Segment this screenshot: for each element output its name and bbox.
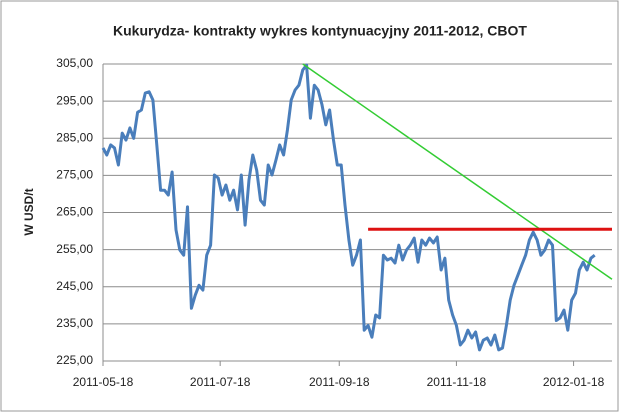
- trend-line: [302, 63, 613, 280]
- x-tick-label: 2011-05-18: [73, 375, 134, 389]
- chart-title: Kukurydza- kontrakty wykres kontynuacyjn…: [113, 23, 527, 39]
- y-tick-label: 305,00: [56, 56, 93, 70]
- x-tick-label: 2011-11-18: [427, 375, 487, 389]
- y-tick-label: 265,00: [56, 205, 93, 219]
- y-tick-label: 255,00: [56, 242, 93, 256]
- y-tick-label: 275,00: [56, 168, 93, 182]
- x-tick-label: 2012-01-18: [543, 375, 605, 389]
- x-tick-label: 2011-07-18: [190, 375, 251, 389]
- y-tick-label: 285,00: [56, 130, 93, 144]
- y-tick-label: 235,00: [56, 316, 93, 330]
- x-tick-label: 2011-09-18: [309, 375, 370, 389]
- y-tick-label: 245,00: [56, 279, 93, 293]
- data-line: [101, 63, 596, 352]
- y-tick-label: 225,00: [56, 353, 93, 367]
- y-tick-label: 295,00: [56, 93, 93, 107]
- y-axis-label: W USD/t: [22, 188, 36, 235]
